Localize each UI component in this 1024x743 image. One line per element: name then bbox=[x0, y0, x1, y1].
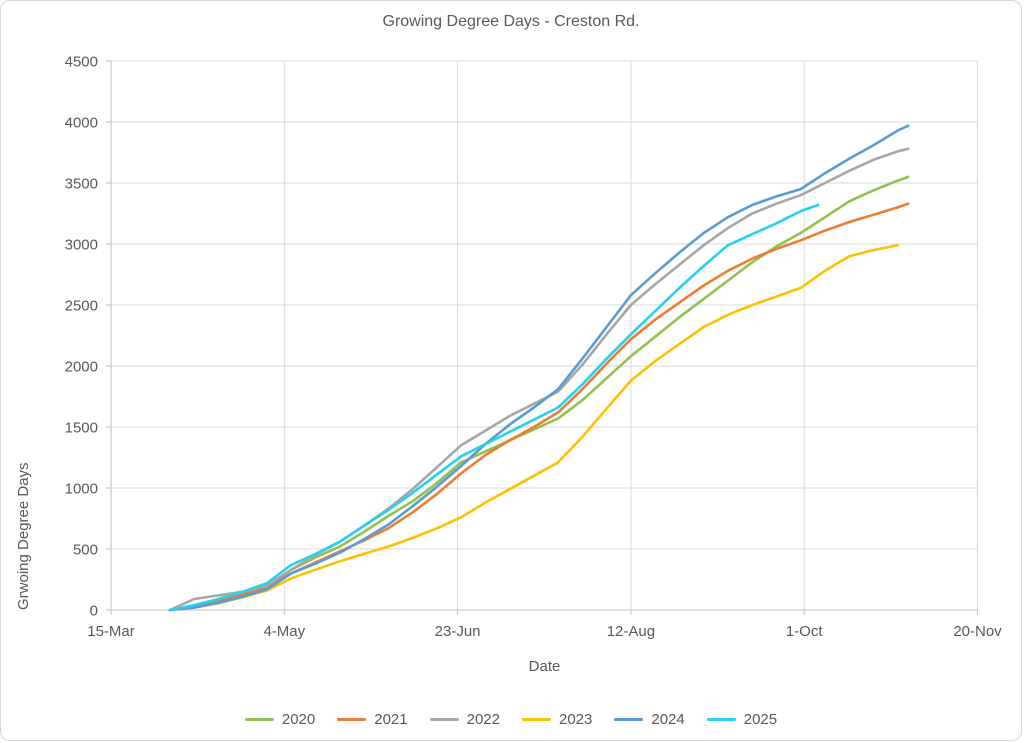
legend-item-2023: 2023 bbox=[522, 711, 592, 728]
x-tick-label: 1-Oct bbox=[786, 623, 824, 640]
y-tick-label: 4500 bbox=[65, 53, 98, 70]
legend-item-2024: 2024 bbox=[614, 711, 685, 728]
y-tick-label: 3500 bbox=[65, 175, 98, 192]
legend-item-2020: 2020 bbox=[244, 711, 316, 728]
x-tick-label: 23-Jun bbox=[435, 623, 481, 640]
legend-item-2025: 2025 bbox=[706, 711, 778, 728]
legend-swatch-2025 bbox=[706, 718, 736, 721]
x-tick-label: 20-Nov bbox=[953, 623, 1002, 640]
series-line-2025 bbox=[168, 203, 820, 612]
y-axis-title: Grwoing Degree Days bbox=[15, 462, 32, 610]
legend-label-2022: 2022 bbox=[466, 711, 500, 728]
legend: 2020 2021 2022 2023 2024 2025 bbox=[1, 711, 1021, 728]
legend-swatch-2020 bbox=[244, 718, 274, 721]
legend-label-2025: 2025 bbox=[743, 711, 778, 728]
legend-label-2020: 2020 bbox=[281, 711, 316, 728]
x-tick-label: 15-Mar bbox=[87, 623, 135, 640]
chart-title: Growing Degree Days - Creston Rd. bbox=[382, 13, 640, 30]
legend-label-2021: 2021 bbox=[374, 711, 408, 728]
series-line-2023 bbox=[168, 243, 900, 612]
y-tick-label: 1500 bbox=[65, 419, 98, 436]
y-tick-label: 1000 bbox=[65, 480, 98, 497]
y-tick-label: 2000 bbox=[65, 358, 98, 375]
legend-label-2023: 2023 bbox=[559, 711, 593, 728]
y-tick-label: 2500 bbox=[65, 297, 98, 314]
legend-label-2024: 2024 bbox=[651, 711, 685, 728]
y-tick-label: 0 bbox=[90, 602, 98, 619]
legend-swatch-2024 bbox=[614, 718, 644, 721]
legend-item-2022: 2022 bbox=[429, 711, 500, 728]
legend-swatch-2022 bbox=[429, 718, 459, 721]
series-line-2024 bbox=[168, 124, 910, 612]
x-tick-label: 4-May bbox=[263, 623, 305, 640]
x-tick-label: 12-Aug bbox=[607, 623, 655, 640]
x-axis-title: Date bbox=[528, 658, 561, 675]
legend-swatch-2021 bbox=[337, 718, 367, 721]
y-tick-label: 3000 bbox=[65, 236, 98, 253]
legend-item-2021: 2021 bbox=[337, 711, 408, 728]
legend-swatch-2023 bbox=[522, 718, 551, 721]
series-line-2022 bbox=[168, 147, 910, 612]
y-tick-label: 500 bbox=[73, 541, 98, 558]
y-tick-label: 4000 bbox=[65, 114, 98, 131]
